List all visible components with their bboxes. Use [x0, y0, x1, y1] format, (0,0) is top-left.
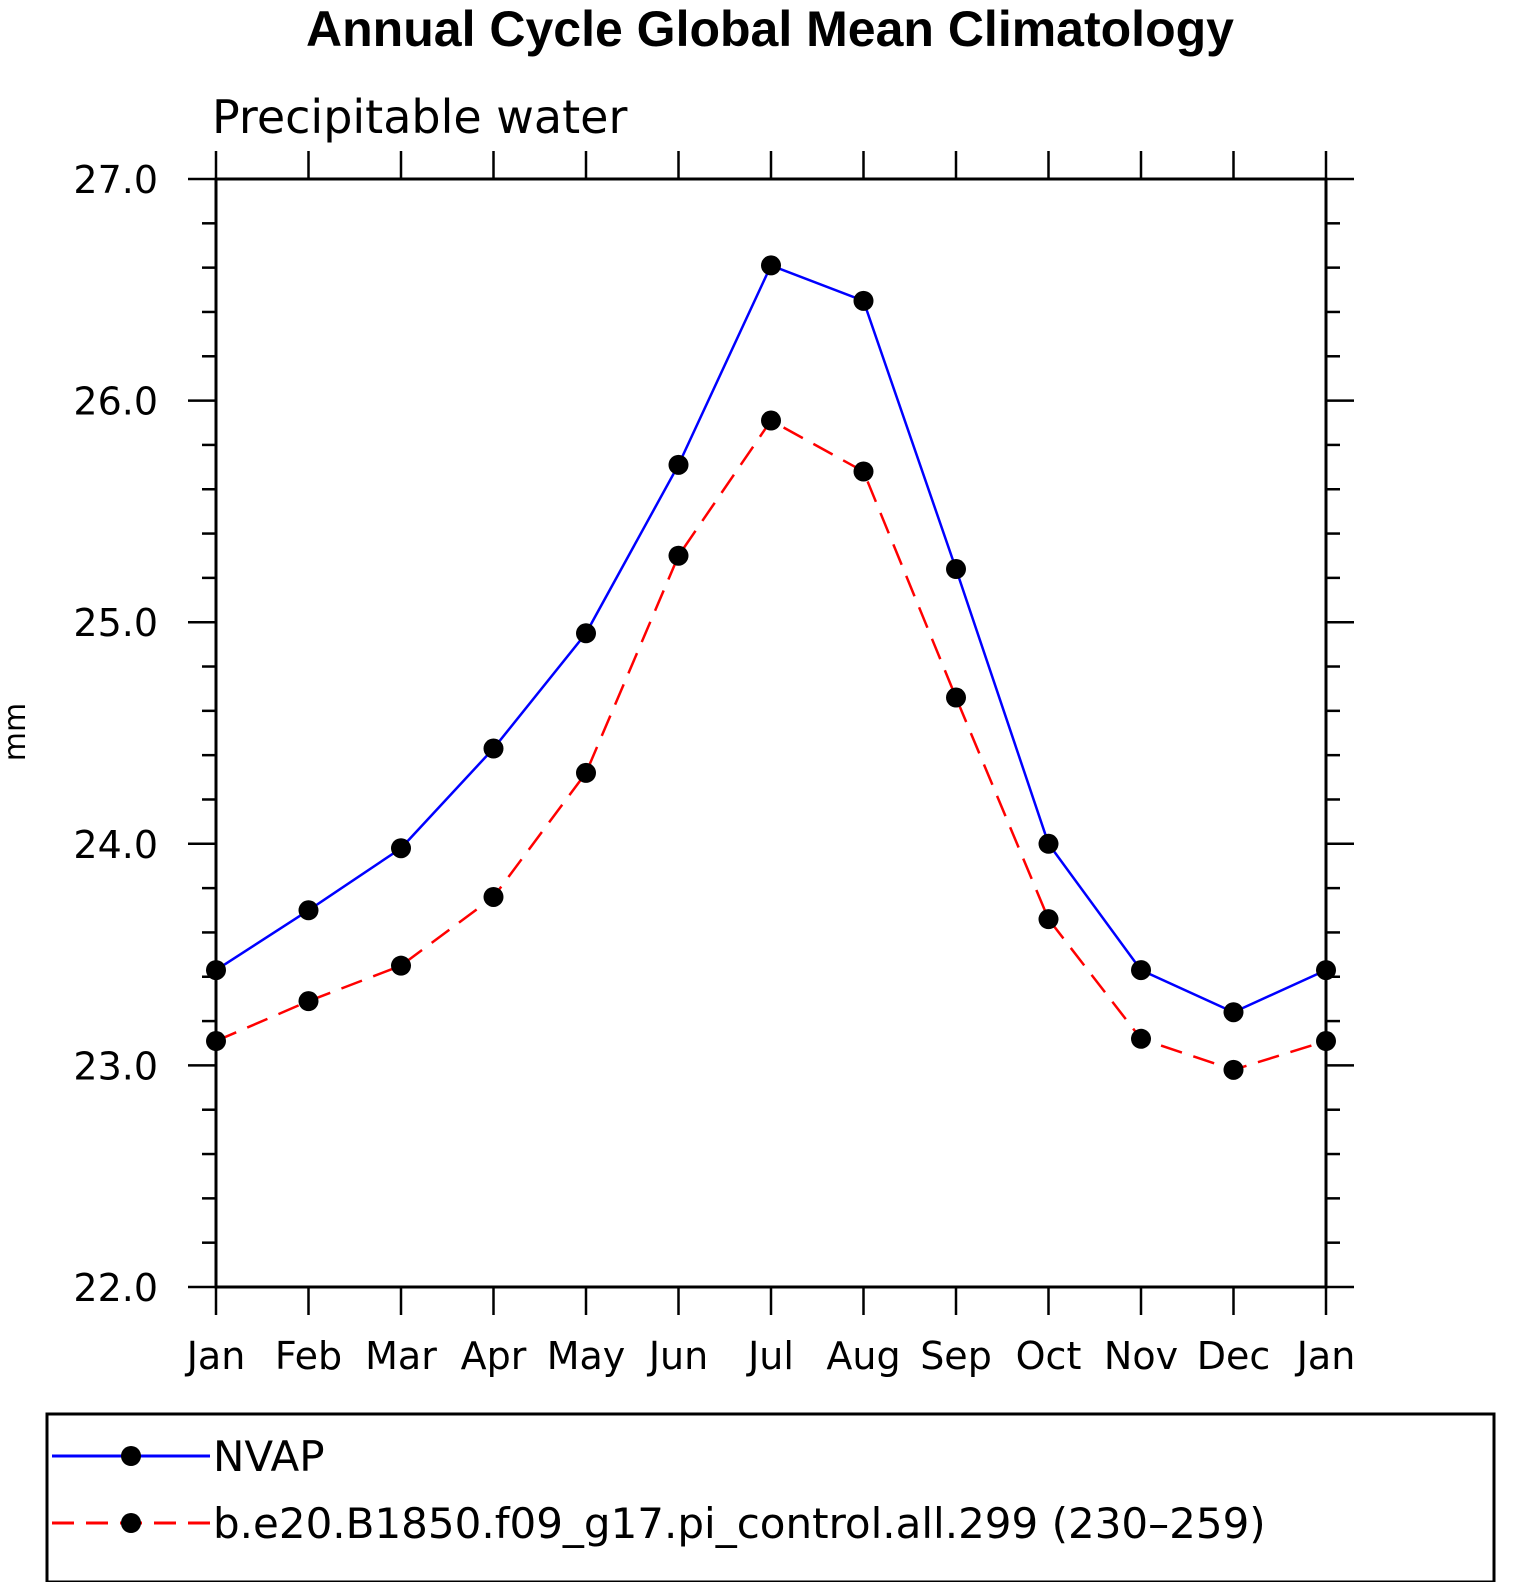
y-tick-label: 26.0: [73, 380, 158, 424]
legend-label-nvap: NVAP: [213, 1432, 325, 1481]
legend-marker-model: [121, 1513, 141, 1533]
y-tick-label: 27.0: [73, 158, 158, 202]
series-0-point: [483, 738, 504, 759]
series-0-point: [946, 559, 966, 580]
series-1-point: [391, 955, 411, 976]
y-tick-label: 24.0: [73, 823, 158, 867]
plot-area-border: [214, 177, 1328, 1289]
legend: NVAP b.e20.B1850.f09_g17.pi_control.all.…: [45, 1412, 1496, 1582]
series-1-point: [298, 991, 319, 1012]
chart-subtitle: Precipitable water: [212, 90, 627, 144]
x-tick-label: May: [547, 1334, 626, 1378]
y-tick-label: 25.0: [73, 601, 158, 645]
x-tick-label: Jun: [647, 1334, 708, 1378]
x-tick-label: Sep: [920, 1334, 992, 1378]
series-1-point: [761, 410, 781, 431]
series-1-point: [1131, 1028, 1151, 1049]
series-1-point: [1038, 909, 1059, 930]
series-line-1: [215, 418, 1327, 1072]
x-ticks: Jan Feb Mar Apr May Jun Jul Aug Sep Oct Nov Dec Jan: [185, 151, 1356, 1378]
series-0-point: [1038, 833, 1059, 854]
series-1-point: [853, 461, 874, 482]
series-1-point: [1316, 1031, 1336, 1052]
series-0-point: [668, 454, 689, 475]
series-0-point: [1316, 960, 1336, 981]
legend-marker-nvap: [121, 1446, 141, 1466]
series-1-point: [668, 545, 689, 566]
x-tick-label: Mar: [365, 1334, 437, 1378]
x-tick-label: Jul: [746, 1334, 794, 1378]
series-0-point: [853, 290, 874, 311]
series-0-point: [761, 255, 781, 276]
series-0-point: [1223, 1002, 1244, 1023]
y-tick-label: 23.0: [73, 1044, 158, 1088]
x-tick-label: Dec: [1197, 1334, 1271, 1378]
series-0-point: [576, 623, 596, 644]
x-tick-label: Aug: [826, 1334, 900, 1378]
series-line-0: [215, 263, 1327, 1014]
series-0-point: [206, 960, 226, 981]
y-axis-label: mm: [0, 703, 33, 761]
series-layer: [206, 255, 1336, 1080]
legend-box: [45, 1412, 1496, 1582]
series-1-point: [483, 886, 504, 907]
x-tick-label: Jan: [185, 1334, 246, 1378]
series-1-point: [1223, 1059, 1244, 1080]
x-tick-label: Feb: [275, 1334, 342, 1378]
series-0-point: [298, 900, 319, 921]
legend-label-model: b.e20.B1850.f09_g17.pi_control.all.299 (…: [213, 1499, 1266, 1548]
x-tick-label: Apr: [461, 1334, 527, 1378]
y-ticks: 22.0 23.0 24.0 25.0 26.0 27.0: [73, 158, 1354, 1310]
series-0-point: [1131, 960, 1151, 981]
chart-title: Annual Cycle Global Mean Climatology: [306, 1, 1234, 57]
series-1-point: [946, 687, 966, 708]
x-tick-label: Oct: [1016, 1334, 1082, 1378]
series-1-point: [576, 762, 596, 783]
y-tick-label: 22.0: [73, 1266, 158, 1310]
series-1-point: [206, 1031, 226, 1052]
x-tick-label: Nov: [1104, 1334, 1178, 1378]
x-tick-label: Jan: [1295, 1334, 1356, 1378]
series-0-point: [391, 838, 411, 859]
